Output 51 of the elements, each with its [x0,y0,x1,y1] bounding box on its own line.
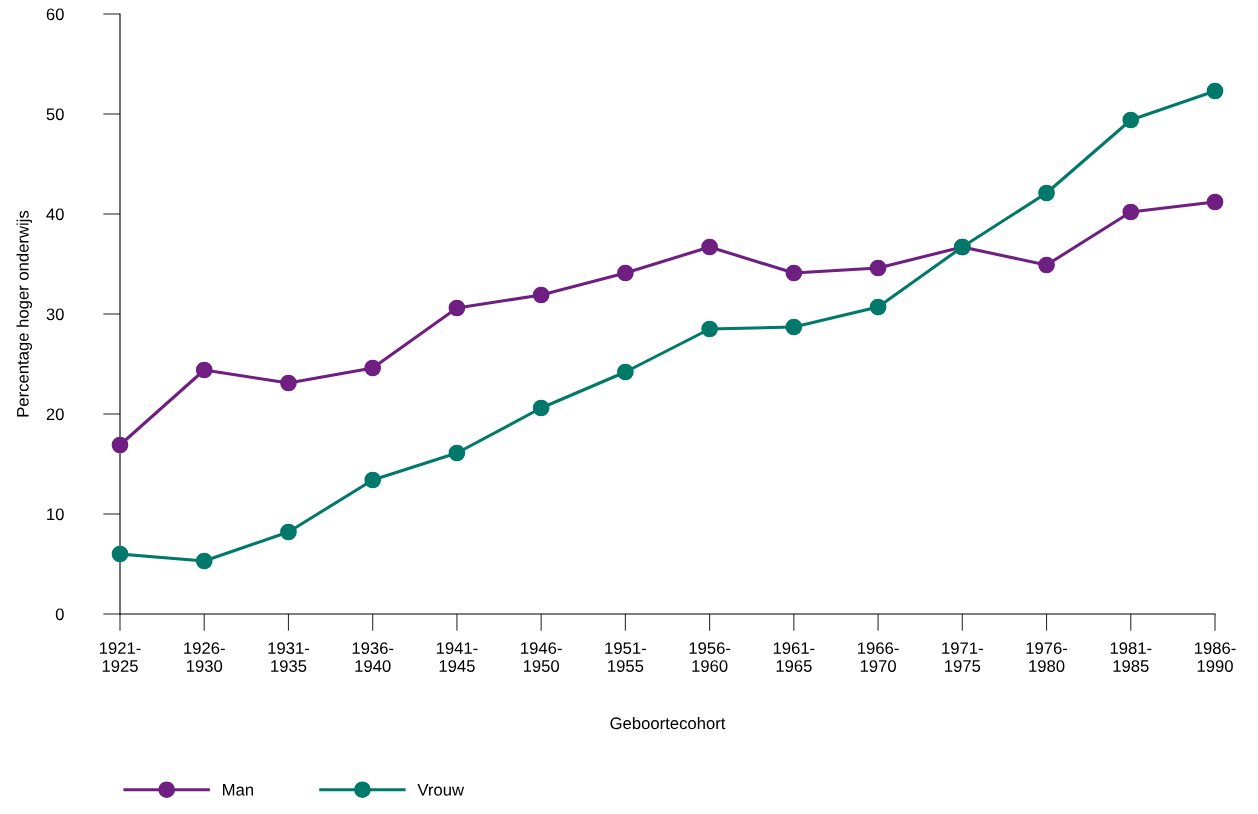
x-tick-label: 1926- 1930 [184,642,225,672]
point [1122,111,1140,129]
point [195,552,213,570]
point [785,264,803,282]
x-tick-label: 1946- 1950 [521,642,562,672]
point [869,259,887,277]
x-tick-label: 1976- 1980 [1026,642,1068,672]
x-tick-label: 1951- 1955 [605,642,646,672]
point [1038,184,1055,202]
point [280,523,297,541]
x-tick-label: 1956- 1960 [689,642,731,672]
point [701,320,718,338]
y-axis-title: Percentage hoger onderwijs [16,210,33,417]
y-tick-label: 50 [46,108,64,121]
x-tick-label: 1966- 1970 [858,642,899,672]
x-tick-label: 1981- 1985 [1110,642,1152,672]
x-tick-label: 1931- 1935 [268,642,310,672]
x-tick-label: 1941- 1945 [436,642,478,672]
point [1206,193,1224,211]
y-tick-label: 60 [46,8,64,21]
point [111,436,129,454]
point [448,444,466,462]
point [364,359,382,377]
point [532,399,550,417]
x-tick-label: 1921- 1925 [99,642,141,672]
point [1038,256,1055,274]
x-axis-title: Geboortecohort [610,716,726,730]
x-tick-label: 1961- 1965 [773,642,815,672]
point [785,318,803,336]
y-tick-label: 40 [46,208,64,221]
point [1206,82,1224,100]
point [448,299,466,317]
point [364,471,382,489]
point [701,238,718,256]
x-tick-label: 1986- 1990 [1194,642,1236,672]
point [195,361,213,379]
y-tick-label: 10 [47,508,64,521]
point [280,374,297,392]
point [532,286,550,304]
x-tick-label: 1971- 1975 [942,642,983,672]
point [111,545,129,563]
point [617,363,634,381]
y-tick-label: 30 [46,308,64,321]
point [1122,203,1140,221]
y-tick-label: 20 [46,408,64,421]
legend-label: Man [223,784,254,796]
point [617,264,634,282]
y-tick-label: 0 [55,608,64,621]
legend-label: Vrouw [417,784,465,796]
x-tick-label: 1936- 1940 [352,642,394,672]
point [869,298,887,316]
